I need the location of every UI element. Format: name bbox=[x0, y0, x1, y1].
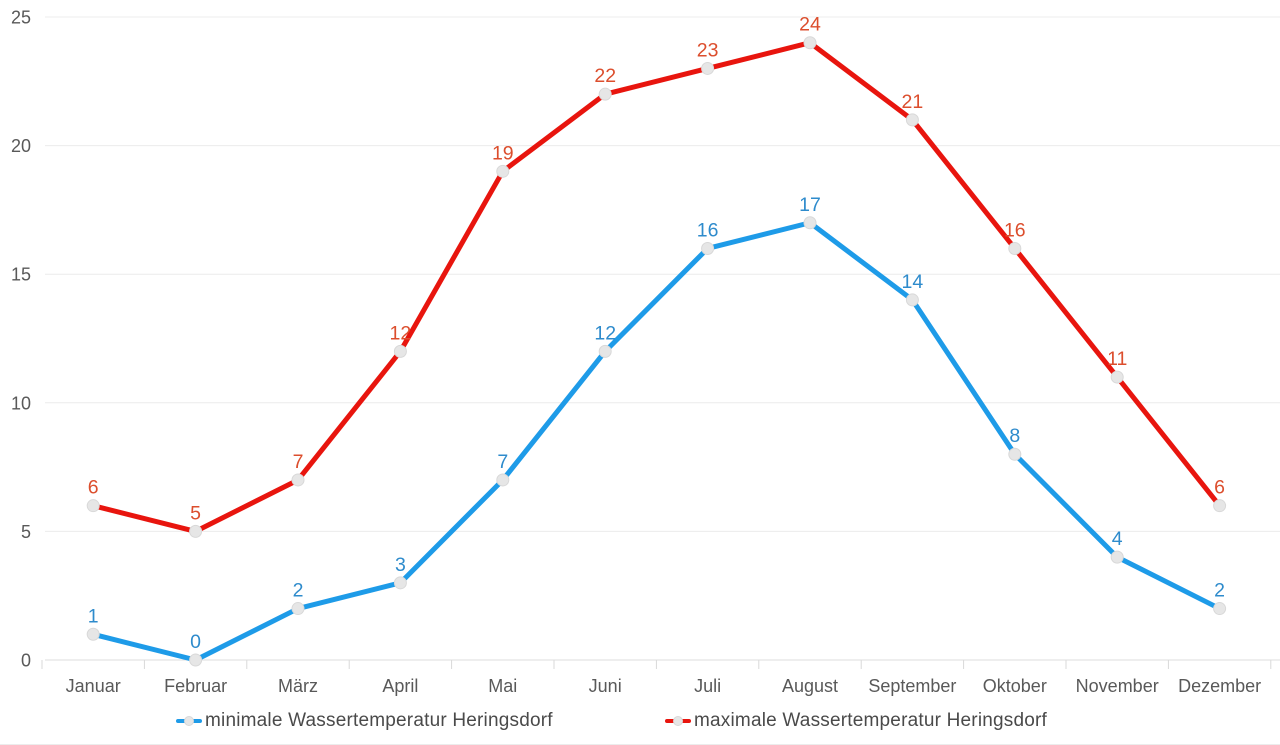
data-point-marker bbox=[701, 241, 715, 255]
data-point-marker bbox=[803, 216, 817, 230]
data-point-marker bbox=[701, 61, 715, 75]
data-point-marker bbox=[86, 627, 100, 641]
data-label: 7 bbox=[293, 451, 304, 473]
data-point-marker bbox=[1213, 602, 1227, 616]
data-point-marker bbox=[189, 653, 203, 667]
data-label: 6 bbox=[88, 477, 99, 499]
data-point-marker bbox=[1008, 241, 1022, 255]
x-axis-label: Mai bbox=[488, 676, 517, 696]
data-label: 2 bbox=[1214, 580, 1225, 602]
data-point-marker bbox=[905, 113, 919, 127]
y-tick-label: 20 bbox=[11, 136, 31, 156]
data-label: 16 bbox=[1004, 219, 1026, 241]
x-axis-label: September bbox=[868, 676, 956, 696]
y-tick-label: 0 bbox=[21, 651, 31, 671]
data-point-marker bbox=[598, 344, 612, 358]
data-label: 1 bbox=[88, 605, 99, 627]
data-label: 12 bbox=[390, 322, 412, 344]
legend-item-maximale: maximale Wassertemperatur Heringsdorf bbox=[664, 701, 1047, 741]
data-point-marker bbox=[598, 87, 612, 101]
data-point-marker bbox=[1213, 499, 1227, 513]
data-point-marker bbox=[86, 499, 100, 513]
data-label: 3 bbox=[395, 554, 406, 576]
data-point-marker bbox=[189, 524, 203, 538]
data-label: 12 bbox=[594, 322, 616, 344]
data-point-marker bbox=[291, 473, 305, 487]
data-label: 0 bbox=[190, 631, 201, 653]
data-point-marker bbox=[1110, 550, 1124, 564]
data-label: 6 bbox=[1214, 477, 1225, 499]
x-axis-label: März bbox=[278, 676, 318, 696]
x-axis-label: November bbox=[1076, 676, 1159, 696]
x-axis-label: Juni bbox=[589, 676, 622, 696]
y-tick-label: 5 bbox=[21, 522, 31, 542]
x-axis-label: Januar bbox=[66, 676, 121, 696]
data-point-marker bbox=[905, 293, 919, 307]
data-point-marker bbox=[803, 36, 817, 50]
legend-label-minimale: minimale Wassertemperatur Heringsdorf bbox=[205, 710, 553, 731]
data-label: 23 bbox=[697, 39, 719, 61]
data-label: 7 bbox=[497, 451, 508, 473]
line-with-marker-icon bbox=[176, 716, 202, 726]
data-point-marker bbox=[393, 576, 407, 590]
y-tick-label: 15 bbox=[11, 265, 31, 285]
data-label: 8 bbox=[1009, 425, 1020, 447]
data-label: 11 bbox=[1107, 348, 1127, 370]
data-point-marker bbox=[1110, 370, 1124, 384]
data-label: 17 bbox=[799, 194, 821, 216]
x-axis-label: Februar bbox=[164, 676, 227, 696]
series-line-1 bbox=[90, 40, 1223, 534]
data-label: 16 bbox=[697, 219, 719, 241]
data-label: 24 bbox=[799, 14, 821, 36]
legend-label-maximale: maximale Wassertemperatur Heringsdorf bbox=[694, 710, 1048, 731]
data-point-marker bbox=[496, 164, 510, 178]
data-label: 14 bbox=[902, 271, 924, 293]
chart-legend: minimale Wassertemperatur Heringsdorf ma… bbox=[0, 701, 1280, 743]
y-tick-label: 25 bbox=[11, 8, 31, 28]
y-tick-label: 10 bbox=[11, 393, 31, 413]
data-point-marker bbox=[496, 473, 510, 487]
data-label: 21 bbox=[902, 91, 924, 113]
x-axis-label: April bbox=[382, 676, 418, 696]
data-point-marker bbox=[1008, 447, 1022, 461]
line-with-marker-icon bbox=[665, 716, 691, 726]
data-label: 5 bbox=[190, 502, 201, 524]
x-axis-label: Juli bbox=[694, 676, 721, 696]
x-axis-label: August bbox=[782, 676, 838, 696]
x-axis-label: Oktober bbox=[983, 676, 1047, 696]
data-label: 22 bbox=[594, 65, 616, 87]
data-label: 2 bbox=[293, 580, 304, 602]
x-axis-label: Dezember bbox=[1178, 676, 1261, 696]
data-label: 4 bbox=[1112, 528, 1123, 550]
data-label: 19 bbox=[492, 142, 514, 164]
series-line-0 bbox=[90, 220, 1223, 663]
legend-item-minimale: minimale Wassertemperatur Heringsdorf bbox=[175, 701, 553, 741]
data-point-marker bbox=[393, 344, 407, 358]
data-point-marker bbox=[291, 602, 305, 616]
